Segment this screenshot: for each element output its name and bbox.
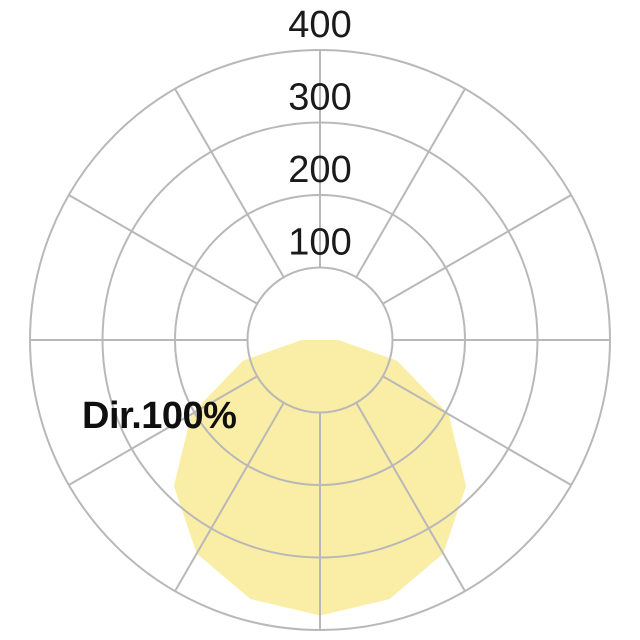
spoke — [356, 89, 465, 277]
ring-label: 200 — [288, 149, 351, 191]
spoke — [383, 195, 571, 304]
ring-label: 100 — [288, 222, 351, 264]
direction-annotation: Dir.100% — [82, 395, 236, 438]
spoke — [69, 195, 257, 304]
spoke — [175, 89, 284, 277]
ring-label: 400 — [288, 4, 351, 46]
polar-chart: 100 200 300 400 Dir.100% — [0, 0, 640, 640]
ring-label: 300 — [288, 77, 351, 119]
polar-svg: 100 200 300 400 — [0, 0, 640, 640]
